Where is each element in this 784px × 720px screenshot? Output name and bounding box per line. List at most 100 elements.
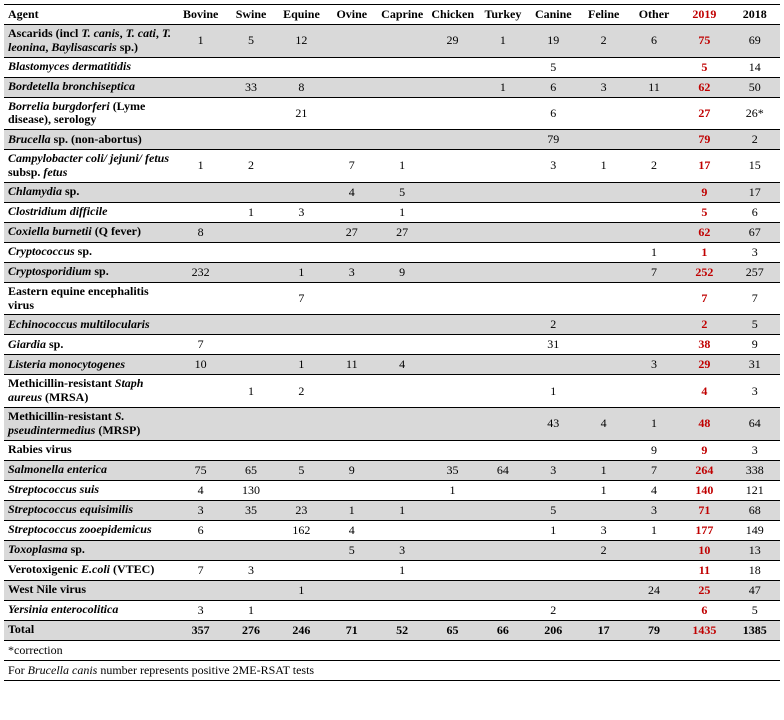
footnote: For Brucella canis number represents pos… (4, 660, 780, 680)
value-cell (427, 242, 477, 262)
value-cell (276, 540, 326, 560)
value-cell: 38 (679, 335, 729, 355)
value-cell: 130 (226, 480, 276, 500)
value-cell: 338 (730, 460, 780, 480)
value-cell (226, 355, 276, 375)
value-cell (427, 580, 477, 600)
col-y2019: 2019 (679, 5, 729, 25)
total-value: 246 (276, 620, 326, 640)
total-value: 1385 (730, 620, 780, 640)
agent-cell: Listeria monocytogenes (4, 355, 175, 375)
value-cell: 1 (578, 460, 628, 480)
value-cell (478, 560, 528, 580)
agent-cell: Streptococcus suis (4, 480, 175, 500)
value-cell: 1 (578, 480, 628, 500)
table-row: Salmonella enterica7565593564317264338 (4, 460, 780, 480)
value-cell: 3 (327, 262, 377, 282)
value-cell (175, 375, 225, 408)
table-header: AgentBovineSwineEquineOvineCaprineChicke… (4, 5, 780, 25)
value-cell: 35 (427, 460, 477, 480)
value-cell: 29 (427, 25, 477, 58)
value-cell: 5 (730, 315, 780, 335)
value-cell (578, 600, 628, 620)
total-label: Total (4, 620, 175, 640)
value-cell: 11 (327, 355, 377, 375)
value-cell (629, 57, 679, 77)
table-row: Echinococcus multilocularis225 (4, 315, 780, 335)
value-cell (175, 540, 225, 560)
value-cell (427, 375, 477, 408)
agent-cell: Borrelia burgdorferi (Lyme disease), ser… (4, 97, 175, 130)
table-row: Borrelia burgdorferi (Lyme disease), ser… (4, 97, 780, 130)
agent-cell: Salmonella enterica (4, 460, 175, 480)
value-cell: 1 (528, 375, 578, 408)
value-cell (377, 335, 427, 355)
value-cell (427, 57, 477, 77)
value-cell (276, 182, 326, 202)
value-cell (578, 440, 628, 460)
value-cell (478, 407, 528, 440)
value-cell: 149 (730, 520, 780, 540)
agent-cell: Bordetella bronchiseptica (4, 77, 175, 97)
agent-cell: Clostridium difficile (4, 202, 175, 222)
value-cell (377, 520, 427, 540)
value-cell (377, 407, 427, 440)
value-cell (478, 600, 528, 620)
value-cell: 1 (679, 242, 729, 262)
value-cell (327, 440, 377, 460)
agent-cell: Coxiella burnetii (Q fever) (4, 222, 175, 242)
value-cell: 9 (377, 262, 427, 282)
value-cell: 3 (578, 520, 628, 540)
value-cell: 3 (226, 560, 276, 580)
value-cell: 50 (730, 77, 780, 97)
value-cell: 7 (730, 282, 780, 315)
value-cell: 64 (730, 407, 780, 440)
value-cell: 2 (528, 600, 578, 620)
value-cell: 79 (528, 130, 578, 150)
value-cell (276, 57, 326, 77)
col-feline: Feline (578, 5, 628, 25)
agent-cell: Giardia sp. (4, 335, 175, 355)
value-cell (578, 335, 628, 355)
value-cell (175, 580, 225, 600)
value-cell (528, 182, 578, 202)
total-value: 206 (528, 620, 578, 640)
value-cell (478, 375, 528, 408)
value-cell (226, 97, 276, 130)
value-cell: 4 (679, 375, 729, 408)
value-cell: 1 (327, 500, 377, 520)
value-cell (327, 335, 377, 355)
value-cell: 10 (679, 540, 729, 560)
value-cell (578, 222, 628, 242)
value-cell: 257 (730, 262, 780, 282)
value-cell (629, 560, 679, 580)
value-cell (175, 97, 225, 130)
value-cell: 65 (226, 460, 276, 480)
value-cell (377, 460, 427, 480)
value-cell: 1 (226, 202, 276, 222)
table-row: Ascarids (incl T. canis, T. cati, T. leo… (4, 25, 780, 58)
value-cell: 27 (327, 222, 377, 242)
value-cell (276, 440, 326, 460)
value-cell: 47 (730, 580, 780, 600)
agent-cell: Toxoplasma sp. (4, 540, 175, 560)
value-cell (175, 242, 225, 262)
value-cell: 1 (226, 600, 276, 620)
value-cell: 75 (175, 460, 225, 480)
value-cell (427, 355, 477, 375)
value-cell (629, 130, 679, 150)
value-cell: 43 (528, 407, 578, 440)
value-cell: 3 (629, 500, 679, 520)
col-agent: Agent (4, 5, 175, 25)
agent-cell: Echinococcus multilocularis (4, 315, 175, 335)
agent-cell: Methicillin-resistant Staph aureus (MRSA… (4, 375, 175, 408)
value-cell: 25 (679, 580, 729, 600)
value-cell (175, 315, 225, 335)
value-cell (528, 480, 578, 500)
value-cell: 1 (629, 407, 679, 440)
value-cell (377, 25, 427, 58)
value-cell: 162 (276, 520, 326, 540)
col-swine: Swine (226, 5, 276, 25)
table-row: Methicillin-resistant Staph aureus (MRSA… (4, 375, 780, 408)
value-cell (427, 150, 477, 183)
